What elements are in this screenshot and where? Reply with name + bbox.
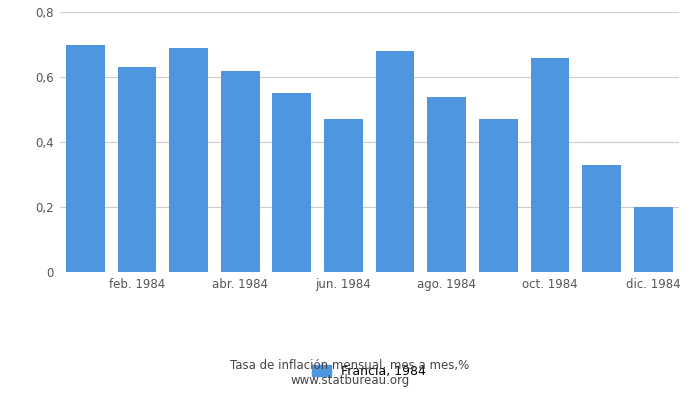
Text: Tasa de inflación mensual, mes a mes,%: Tasa de inflación mensual, mes a mes,% (230, 360, 470, 372)
Bar (427, 96, 466, 272)
Bar (324, 119, 363, 272)
Bar (376, 51, 414, 272)
Bar (634, 207, 673, 272)
Legend: Francia, 1984: Francia, 1984 (307, 360, 431, 383)
Bar (118, 67, 156, 272)
Bar (582, 165, 621, 272)
Bar (272, 93, 312, 272)
Bar (220, 70, 260, 272)
Bar (479, 119, 518, 272)
Bar (531, 58, 569, 272)
Bar (169, 48, 208, 272)
Bar (66, 44, 105, 272)
Text: www.statbureau.org: www.statbureau.org (290, 374, 410, 387)
